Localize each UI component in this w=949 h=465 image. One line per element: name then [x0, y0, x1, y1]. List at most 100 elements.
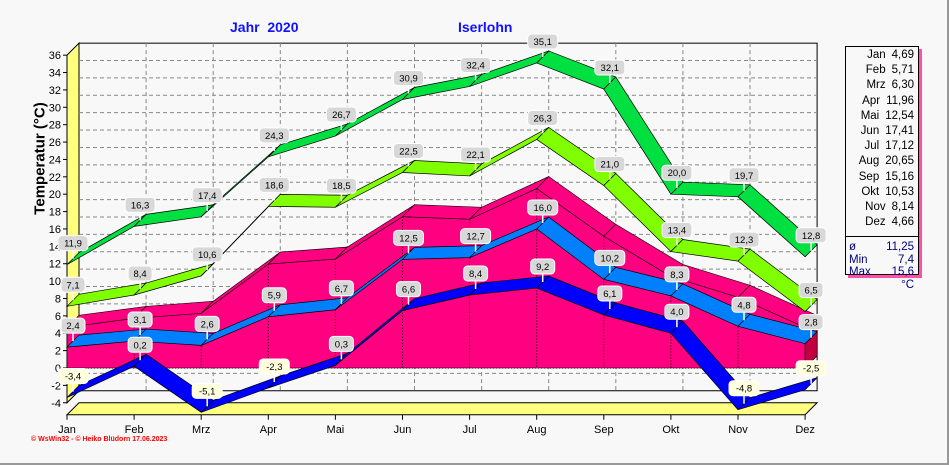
label-box	[261, 287, 287, 304]
label-box	[127, 336, 153, 353]
label-text: 21,0	[601, 160, 620, 171]
data-label: 35,1	[527, 33, 559, 57]
label-text: 12,3	[735, 235, 754, 246]
legend-value: 4,69	[891, 49, 914, 61]
label-box	[258, 127, 290, 144]
chart-title-year: Jahr 2020	[230, 19, 299, 35]
y-tick-label: 2	[55, 346, 61, 358]
data-label: 30,9	[393, 69, 424, 94]
data-label: 2,6	[194, 315, 220, 340]
data-label: 18,6	[258, 176, 290, 201]
data-label: -5,1	[191, 382, 223, 407]
label-text: 2,8	[804, 318, 817, 329]
label-box	[594, 249, 626, 266]
label-text: 16,0	[533, 203, 552, 214]
label-text: 20,0	[668, 168, 687, 179]
label-box	[728, 231, 760, 248]
label-text: -3,4	[65, 372, 81, 383]
data-label: 4,0	[664, 303, 690, 328]
label-text: 8,3	[670, 270, 683, 281]
data-label: 3,1	[127, 311, 153, 336]
data-label: 12,3	[728, 231, 760, 256]
ribbon-segment	[267, 194, 349, 208]
label-box	[527, 33, 559, 50]
legend-row: Aug 20,65	[846, 154, 918, 169]
y-tick-label: 26	[49, 137, 61, 149]
legend-value: 6,30	[891, 79, 914, 92]
data-label: 0,3	[328, 335, 354, 360]
floor	[65, 402, 819, 416]
legend-row: Feb 5,71	[846, 63, 918, 78]
chart-title-station: Iserlohn	[458, 19, 513, 35]
label-text: 16,3	[131, 200, 150, 211]
legend-value: 17,41	[885, 124, 914, 137]
label-box	[393, 229, 424, 246]
label-text: 18,6	[265, 180, 284, 191]
legend-value: 4,66	[891, 216, 914, 229]
data-label: 22,5	[393, 142, 424, 167]
label-text: 9,2	[536, 262, 549, 273]
data-label: 4,8	[731, 296, 757, 321]
ribbon-segment	[737, 248, 818, 312]
label-text: 35,1	[533, 37, 552, 48]
data-label: 12,5	[393, 229, 424, 254]
label-box	[127, 265, 153, 282]
data-label: -2,5	[795, 360, 827, 384]
data-label: 16,3	[124, 196, 156, 221]
data-label: 0,2	[127, 336, 153, 361]
legend-row: Mai 12,54	[846, 109, 918, 124]
label-text: 11,9	[64, 239, 82, 250]
max-label: Max	[849, 266, 871, 279]
legend-value: 12,54	[885, 109, 914, 122]
x-tick-label: Jan	[58, 424, 76, 436]
data-label: 20,0	[661, 164, 693, 189]
label-text: 32,4	[466, 60, 485, 71]
ribbon-segment	[737, 313, 818, 345]
data-label: 21,0	[594, 156, 626, 180]
unit-label: °C	[901, 278, 914, 291]
label-box	[661, 222, 693, 239]
mean-area-top	[401, 204, 483, 220]
label-text: 4,8	[737, 300, 750, 311]
label-box	[594, 59, 626, 76]
label-text: 2,4	[66, 321, 79, 332]
legend-month: Nov	[865, 200, 886, 213]
label-box	[328, 280, 354, 297]
label-text: 5,9	[268, 291, 281, 302]
label-box	[57, 368, 89, 385]
legend-month: Dez	[865, 216, 886, 229]
label-box	[731, 296, 757, 313]
label-text: 2,6	[201, 319, 214, 330]
y-tick-label: 36	[49, 50, 61, 62]
data-label: 12,7	[460, 228, 492, 252]
label-box	[798, 314, 824, 331]
legend-month: Mai	[860, 109, 880, 122]
data-label: 9,2	[530, 258, 556, 283]
x-tick-label: Nov	[728, 424, 748, 436]
data-label: 19,7	[728, 167, 760, 191]
label-box	[594, 156, 626, 173]
label-box	[396, 281, 421, 298]
data-label: 2,8	[798, 314, 824, 338]
x-tick-label: Aug	[527, 424, 547, 436]
label-box	[191, 246, 223, 263]
x-tick-label: Jun	[394, 424, 412, 436]
label-text: 22,5	[399, 146, 418, 157]
legend-value: 17,12	[885, 140, 914, 153]
legend-month: Feb	[865, 64, 886, 77]
y-tick-label: 8	[55, 293, 61, 305]
max-value: 15,6	[891, 266, 914, 279]
label-box	[393, 142, 424, 159]
data-label: 8,3	[664, 266, 690, 290]
legend-month: Sep	[858, 170, 880, 183]
label-text: 18,5	[332, 181, 351, 192]
label-box	[191, 382, 223, 399]
data-label: 6,1	[597, 285, 623, 309]
label-box	[795, 360, 827, 377]
label-box	[328, 335, 354, 352]
label-box	[661, 164, 693, 181]
label-box	[60, 276, 86, 293]
monthly-values-legend: Jan 4,69 Feb 5,71 Mrz 6,30 Apr 11,96 Mai 12,54 Jun…	[845, 46, 919, 291]
label-text: 0,3	[335, 339, 348, 350]
